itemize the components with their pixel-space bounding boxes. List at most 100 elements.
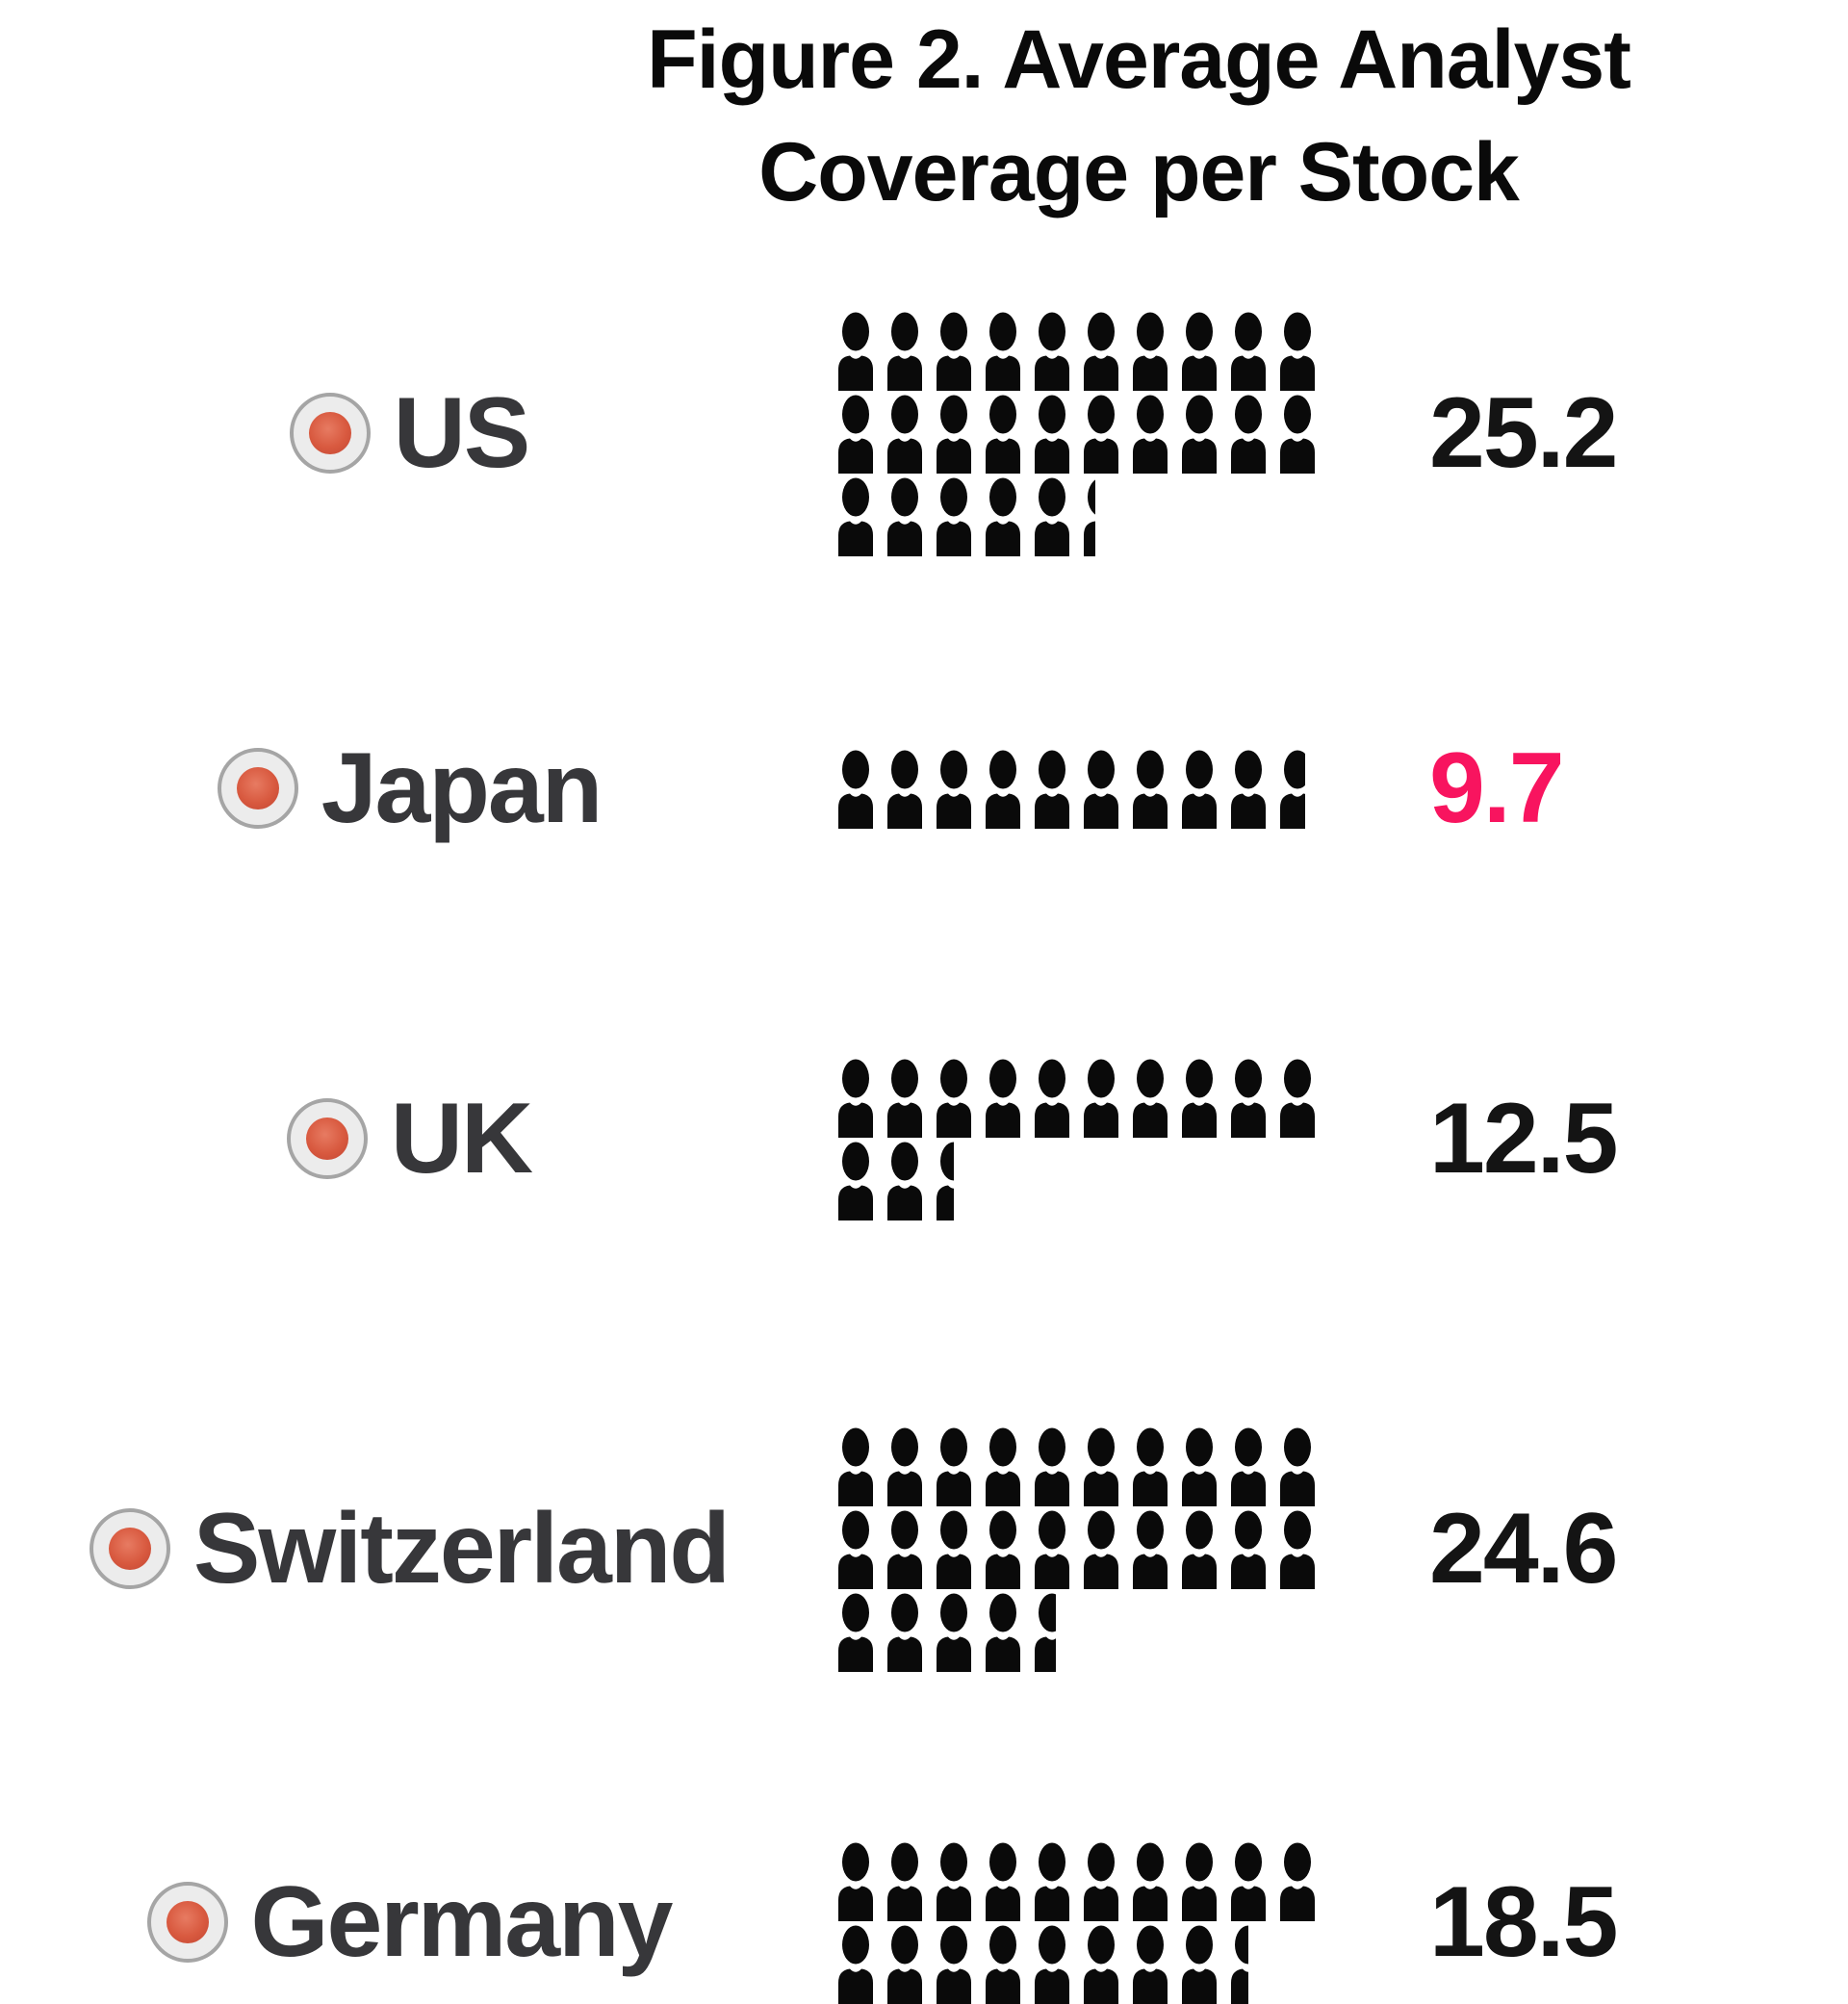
person-icon [1180,748,1219,829]
person-icon-partial [935,1140,954,1220]
person-icon-partial [1229,1923,1248,2004]
person-icon [1131,1840,1169,1921]
person-icon [836,748,875,829]
value-label: 24.6 [1429,1492,1618,1605]
person-icon [1033,1508,1071,1589]
person-icon [935,1840,973,1921]
person-icon [984,310,1022,391]
chart-title-line2: Coverage per Stock [758,125,1520,218]
person-icon [1082,310,1120,391]
person-icon [984,475,1022,556]
person-icon [886,1840,924,1921]
person-icon [1229,393,1268,474]
person-icon [935,748,973,829]
person-icon [836,1426,875,1506]
person-icon [886,1426,924,1506]
person-icon [1278,1840,1317,1921]
japan-flag-red-dot [305,1118,348,1160]
person-icon [935,393,973,474]
person-icon [886,1057,924,1138]
person-icon [836,475,875,556]
japan-flag-icon [146,1882,228,1963]
value-label: 18.5 [1429,1865,1618,1978]
person-icon [836,1508,875,1589]
person-icon [1131,1508,1169,1589]
japan-flag-red-dot [166,1901,209,1943]
person-icon [886,393,924,474]
person-icon [1131,393,1169,474]
person-icon [1229,1057,1268,1138]
person-icon [836,1057,875,1138]
person-icon [984,748,1022,829]
person-icon [1033,475,1071,556]
country-label: Japan [321,732,603,844]
person-icon [886,475,924,556]
person-icon-partial [1082,475,1095,556]
person-icon [1229,1426,1268,1506]
value-label: 25.2 [1429,376,1618,489]
person-icon [1131,748,1169,829]
person-icon [886,748,924,829]
japan-flag-red-dot [308,412,351,454]
person-icon [1180,1057,1219,1138]
person-icon [1131,310,1169,391]
person-icon [836,1591,875,1672]
person-icon [1033,1923,1071,2004]
person-icon [1033,1426,1071,1506]
japan-flag-red-dot [109,1528,152,1570]
person-icon [1278,310,1317,391]
person-icon [984,1426,1022,1506]
person-icon [1278,393,1317,474]
person-icon [886,1140,924,1220]
japan-flag-icon [90,1508,171,1589]
person-icon [935,1426,973,1506]
country-label-column: UK [38,1057,780,1220]
country-label-column: Switzerland [38,1426,780,1672]
person-icon-grid [836,310,1329,556]
chart-title: Figure 2. Average Analyst Coverage per S… [590,4,1687,229]
person-icon [1082,1840,1120,1921]
person-icon [1180,393,1219,474]
person-icon [1131,1426,1169,1506]
person-icon [1180,1426,1219,1506]
person-icon [935,1508,973,1589]
country-label-column: US [38,310,780,556]
person-icon [984,1508,1022,1589]
person-icon [836,310,875,391]
person-icon [1278,1508,1317,1589]
japan-flag-icon [286,1098,368,1179]
person-icon [935,1057,973,1138]
person-icon [886,310,924,391]
person-icon-grid [836,748,1329,829]
person-icon-partial [1033,1591,1056,1672]
person-icon [1082,1508,1120,1589]
person-icon [836,393,875,474]
person-icon [886,1508,924,1589]
country-label-column: Japan [38,732,780,844]
person-icon [886,1923,924,2004]
person-icon [984,393,1022,474]
person-icon-grid [836,1057,1329,1220]
person-icon [1180,1508,1219,1589]
person-icon [1082,393,1120,474]
country-label: Switzerland [193,1492,731,1605]
person-icon [886,1591,924,1672]
person-icon [1229,1508,1268,1589]
person-icon [1033,310,1071,391]
person-icon [984,1057,1022,1138]
person-icon [1033,393,1071,474]
person-icon [984,1840,1022,1921]
person-icon [836,1140,875,1220]
person-icon [1229,748,1268,829]
person-icon [935,310,973,391]
japan-flag-icon [217,748,298,829]
person-icon [1082,748,1120,829]
person-icon [1180,1923,1219,2004]
person-icon [836,1840,875,1921]
value-label: 9.7 [1429,732,1565,844]
person-icon [984,1591,1022,1672]
person-icon [1082,1057,1120,1138]
person-icon [836,1923,875,2004]
person-icon [1180,310,1219,391]
person-icon [1180,1840,1219,1921]
